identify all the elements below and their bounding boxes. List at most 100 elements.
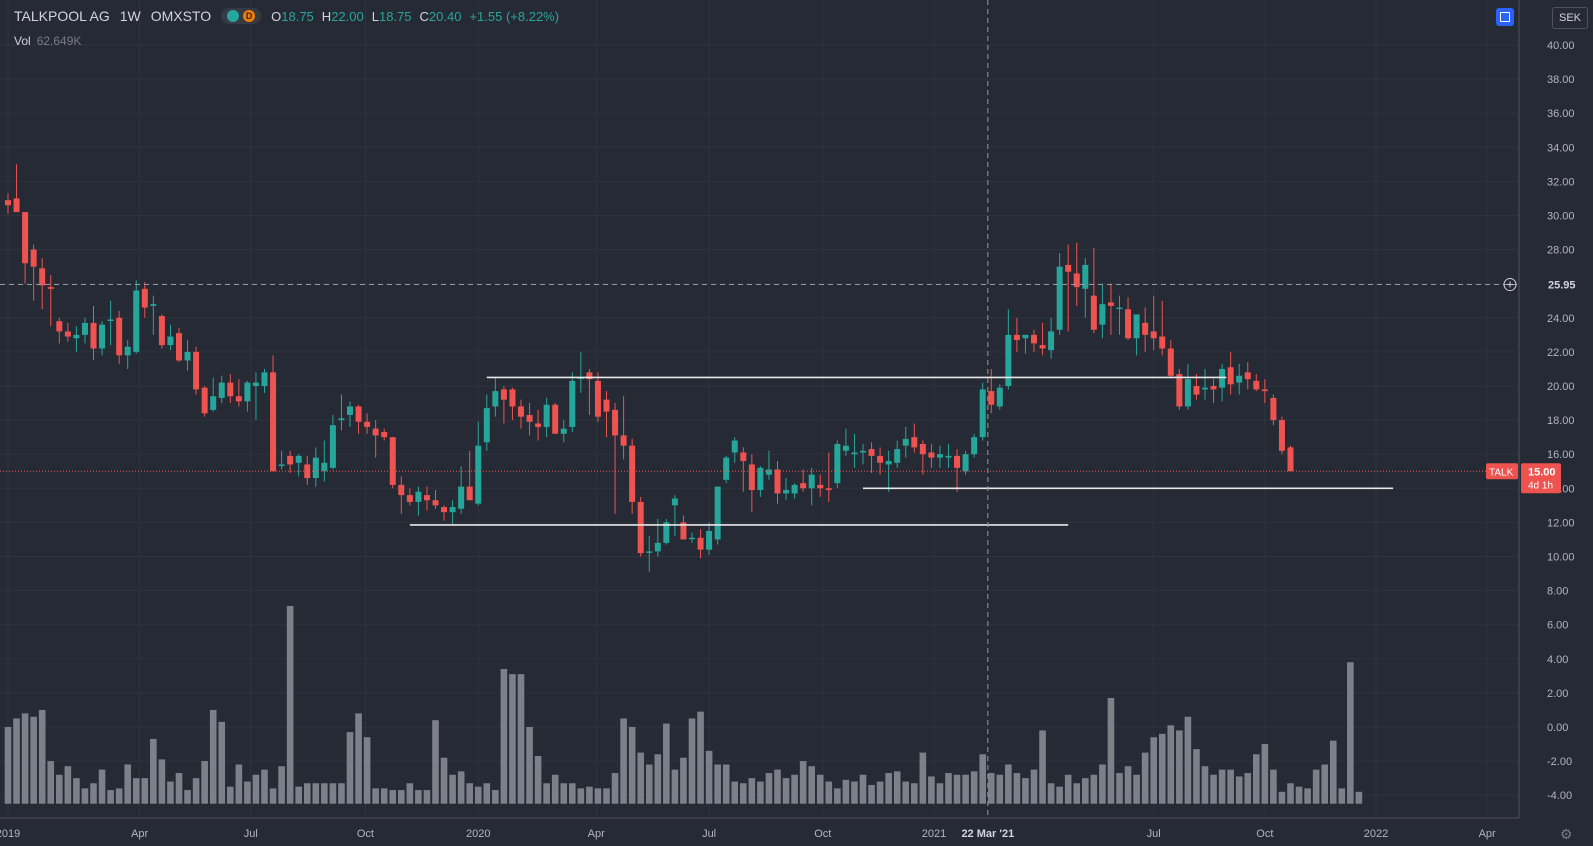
volume-bar [261, 769, 268, 804]
volume-bar [534, 755, 542, 804]
candle-body [877, 455, 884, 463]
open-label: O [271, 8, 282, 24]
volume-bar [192, 778, 200, 804]
candle-body [56, 321, 63, 332]
price-tick-label: 36.00 [1547, 108, 1575, 120]
symbol-name[interactable]: TALKPOOL AG [14, 8, 110, 24]
volume-bar [21, 713, 29, 804]
candle-body [449, 507, 456, 513]
volume-bar [1329, 740, 1337, 804]
candle-body [201, 387, 208, 414]
interval-label[interactable]: 1W [119, 8, 141, 24]
candle-body [1244, 372, 1251, 380]
candle-body [107, 319, 114, 322]
candle-body [594, 380, 601, 417]
candle-body [218, 382, 225, 398]
volume-bar [1176, 730, 1183, 804]
candle-body [774, 469, 781, 494]
candle-body [466, 486, 473, 501]
candle-body [817, 484, 824, 489]
candle-body [81, 322, 88, 335]
market-status[interactable]: D [221, 8, 262, 24]
high-value: 22.00 [331, 8, 364, 24]
volume-bar [303, 783, 311, 804]
volume-bar [115, 788, 123, 804]
volume-bar [1304, 788, 1311, 804]
volume-bar [184, 790, 191, 804]
volume-bar [740, 783, 747, 804]
volume-bar [697, 711, 704, 804]
volume-bar [859, 774, 867, 804]
volume-bar [654, 754, 662, 804]
volume-bar [124, 764, 131, 804]
price-tick-label: 34.00 [1547, 142, 1575, 154]
candle-body [338, 418, 345, 421]
volume-bar [278, 766, 285, 804]
candle-body [1159, 336, 1166, 349]
volume-bar [1218, 769, 1226, 804]
volume-bar [338, 783, 345, 804]
candle-body [680, 522, 687, 540]
bar-countdown: 4d 1h [1528, 480, 1553, 491]
volume-bar [457, 771, 465, 804]
volume-bar [244, 781, 251, 804]
volume-bar [218, 721, 226, 804]
volume-bar [996, 774, 1004, 804]
volume-bar [329, 783, 337, 804]
candle-body [167, 336, 174, 346]
volume-bar [492, 790, 499, 804]
volume-bar [782, 778, 790, 804]
candle-body [996, 387, 1003, 407]
volume-bar [466, 783, 473, 804]
candle-body [22, 212, 29, 264]
volume-bar [816, 774, 824, 804]
volume-bar [158, 759, 166, 804]
maximize-icon[interactable] [1496, 8, 1514, 26]
volume-bar [1321, 764, 1328, 804]
volume-bar [705, 750, 713, 804]
candle-body [355, 406, 362, 422]
candle-body [1048, 331, 1055, 351]
volume-bar [757, 781, 764, 804]
settings-gear-icon[interactable]: ⚙ [1560, 826, 1573, 842]
volume-bar [1141, 752, 1149, 804]
volume-bar [851, 781, 858, 804]
volume-bar [663, 723, 670, 804]
volume-bar [1355, 791, 1363, 804]
volume-bar [312, 783, 320, 804]
candle-body [141, 288, 148, 308]
candle-body [252, 382, 259, 386]
candle-body [1082, 264, 1089, 289]
volume-bar [1227, 769, 1234, 804]
volume-bar [4, 727, 12, 804]
add-alert-icon[interactable] [1503, 278, 1517, 292]
candle-body [124, 346, 131, 356]
candle-body [312, 457, 319, 479]
candle-body [13, 198, 20, 213]
candle-body [569, 380, 576, 427]
currency-button[interactable]: SEK [1552, 7, 1588, 29]
price-tick-label: 4.00 [1547, 654, 1568, 666]
market-open-icon [227, 10, 240, 22]
delayed-badge: D [243, 10, 256, 22]
volume-label: Vol [14, 34, 31, 48]
candle-body [176, 333, 182, 361]
volume-bar [73, 778, 80, 804]
volume-bar [1312, 769, 1320, 804]
candle-body [851, 452, 858, 455]
candle-body [868, 449, 875, 456]
candle-body [706, 530, 713, 550]
candle-body [1210, 386, 1217, 390]
volume-bar [509, 674, 516, 804]
candle-body [227, 382, 234, 397]
volume-bar [30, 716, 37, 804]
volume-bar [1235, 776, 1243, 804]
candle-body [612, 409, 619, 436]
candle-body [261, 372, 268, 386]
volume-bar [1150, 737, 1157, 804]
candle-body [1227, 367, 1234, 385]
volume-bar [64, 766, 72, 804]
volume-bar [919, 752, 927, 804]
